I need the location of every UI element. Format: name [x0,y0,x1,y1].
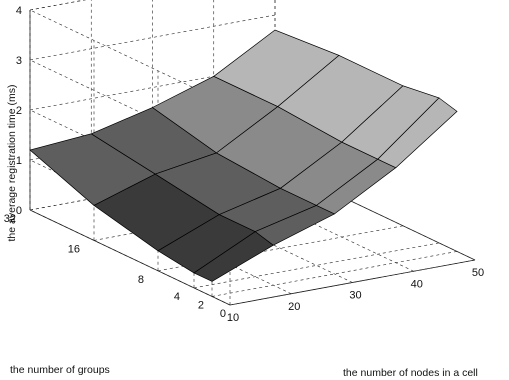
y-axis-label: the number of groups [10,364,110,376]
x-axis-label: the number of nodes in a cell [343,367,478,379]
surface-patch [377,97,458,169]
x-tick-label: 40 [411,278,423,290]
x-tick-label: 10 [227,312,239,324]
y-tick-label: 0 [220,308,226,320]
x-tick-label: 20 [288,301,300,313]
y-tick-label: 2 [198,299,204,311]
z-tick-label: 2 [16,105,22,117]
y-tick-label: 32 [4,213,16,225]
z-tick-label: 0 [16,205,22,217]
y-tick-label: 4 [174,291,180,303]
z-tick-label: 1 [16,155,22,167]
axis-line-x [229,259,476,306]
z-tick-label: 4 [16,5,22,17]
axis-line-y [29,209,231,306]
y-tick-label: 8 [138,274,144,286]
z-tick-label: 3 [16,55,22,67]
surface-patches [29,29,458,282]
x-tick-label: 30 [349,290,361,302]
y-tick-label: 16 [68,243,80,255]
z-axis-label: the average registration time (ms) [6,85,18,242]
tick-labels: 0 1 2 3 4 10 20 30 40 50 0 2 4 8 16 32 [4,5,484,324]
x-tick-label: 50 [472,267,484,279]
